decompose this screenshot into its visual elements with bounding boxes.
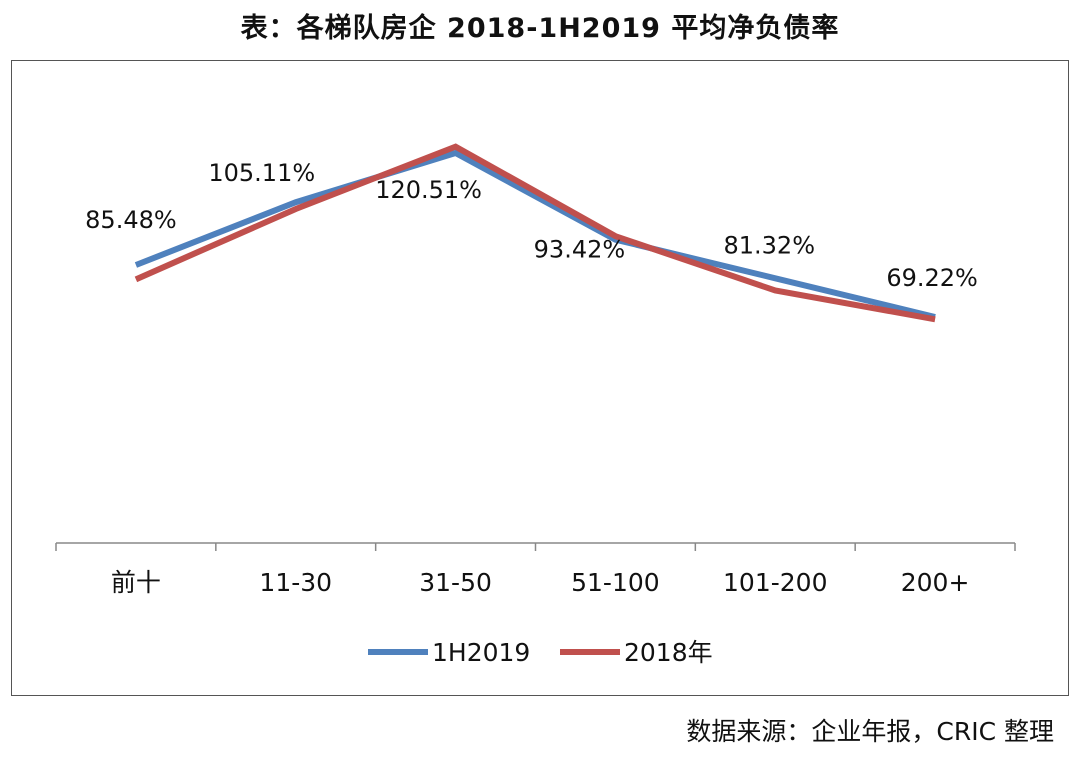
data-label: 120.51% — [375, 176, 482, 204]
legend-label: 1H2019 — [432, 638, 530, 667]
data-label: 105.11% — [208, 159, 315, 187]
data-label: 81.32% — [723, 231, 815, 259]
data-label: 85.48% — [85, 206, 177, 234]
source-note: 数据来源：企业年报，CRIC 整理 — [686, 717, 1054, 746]
chart-title: 表：各梯队房企 2018-1H2019 平均净负债率 — [240, 13, 840, 44]
data-label: 93.42% — [534, 236, 626, 264]
series-line-0 — [134, 149, 936, 320]
x-tick-label: 51-100 — [571, 568, 660, 597]
x-tick-label: 200+ — [901, 568, 970, 597]
x-tick-label: 前十 — [111, 568, 161, 597]
series-line-1 — [134, 143, 936, 323]
data-label: 69.22% — [886, 264, 978, 292]
x-tick-label: 31-50 — [419, 568, 492, 597]
x-tick-label: 101-200 — [723, 568, 827, 597]
legend-label: 2018年 — [624, 638, 713, 667]
chart-frame — [11, 60, 1069, 696]
x-tick-label: 11-30 — [259, 568, 332, 597]
